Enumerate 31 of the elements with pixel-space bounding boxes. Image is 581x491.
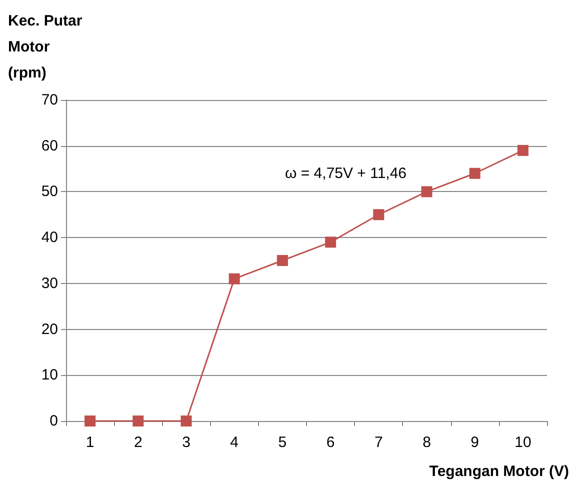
x-tick-label: 6 xyxy=(326,434,335,451)
x-tick-label: 4 xyxy=(230,434,239,451)
y-tick-label: 20 xyxy=(41,320,58,338)
y-tick-label: 60 xyxy=(41,137,58,154)
y-tick-label: 0 xyxy=(50,412,58,430)
x-axis-title: Tegangan Motor (V) xyxy=(429,463,570,480)
x-tick-label: 1 xyxy=(86,434,94,451)
point xyxy=(325,236,336,248)
y-tick-label: 70 xyxy=(41,92,58,108)
x-tick-label: 2 xyxy=(134,434,142,451)
x-tick-label: 10 xyxy=(514,434,532,451)
x-tick-label: 3 xyxy=(182,434,190,451)
x-tick-label: 5 xyxy=(278,434,287,451)
y-tick-label: 10 xyxy=(41,366,58,384)
point xyxy=(132,416,144,426)
x-tick-label: 9 xyxy=(470,434,480,451)
point xyxy=(373,209,384,220)
y-tick-label: 40 xyxy=(41,229,58,246)
point xyxy=(228,273,240,284)
x-tick-label: 8 xyxy=(422,434,431,451)
point xyxy=(180,416,192,426)
y-axis-title: Kec. Putar Motor (rpm) xyxy=(8,12,86,82)
point xyxy=(421,186,432,198)
point xyxy=(469,168,480,179)
point xyxy=(276,255,288,266)
point xyxy=(517,144,528,156)
y-tick-label: 30 xyxy=(41,274,58,292)
point xyxy=(84,416,96,426)
x-tick-label: 7 xyxy=(374,434,383,451)
y-tick-label: 50 xyxy=(41,183,58,200)
annotation: ω = 4,75V + 11,46 xyxy=(285,165,407,182)
